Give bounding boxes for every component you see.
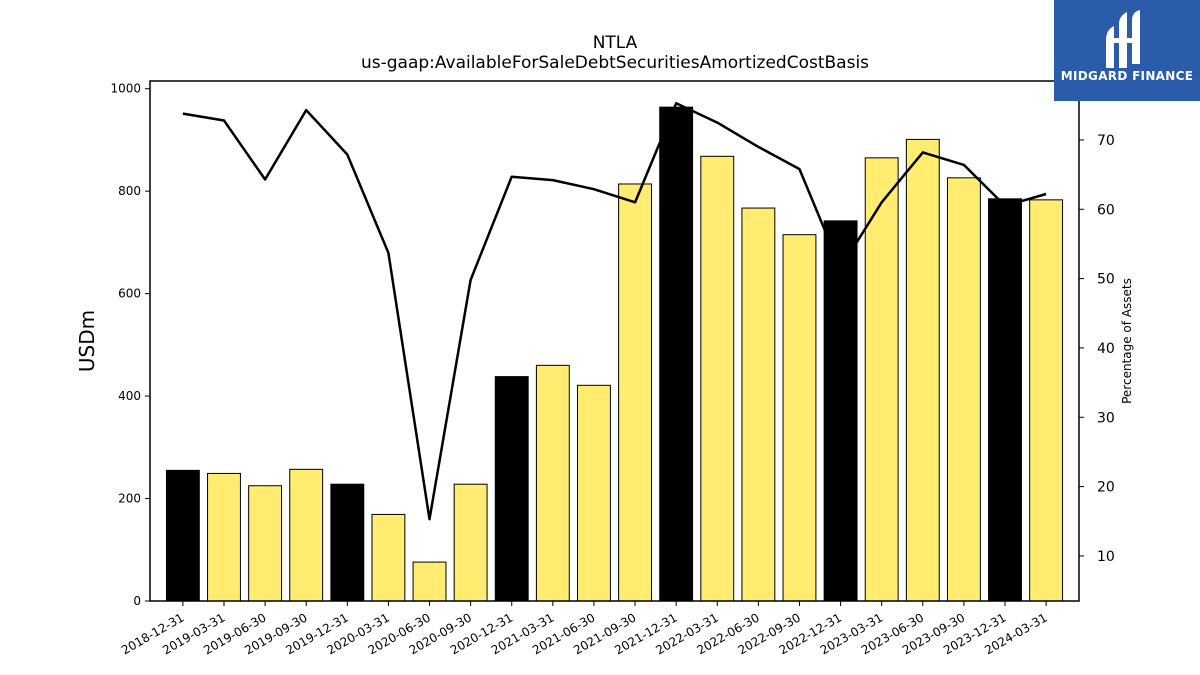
line-layer <box>182 101 1047 521</box>
chart-title: NTLA <box>593 33 638 53</box>
y-right-tick-label: 40 <box>1097 341 1115 357</box>
y-right-tick-label: 60 <box>1097 202 1115 218</box>
bar-2019-06-30 <box>248 485 283 602</box>
bars-group <box>165 106 1064 602</box>
percentage-line <box>182 101 1047 521</box>
y-right-tick-label: 20 <box>1097 480 1115 496</box>
y-left-tick-label: 1000 <box>110 82 141 96</box>
bar-2020-06-30 <box>412 561 447 602</box>
brand-name: MIDGARD FINANCE <box>1060 69 1194 83</box>
bar-2019-12-31 <box>330 483 365 602</box>
y-axis-left-ticks: 0 200 400 600 800 1000 <box>110 82 150 608</box>
plot-frame <box>149 80 1080 602</box>
y-axis-right-ticks: 10 20 30 40 50 60 70 <box>1079 133 1115 565</box>
y-left-tick-label: 200 <box>118 492 141 506</box>
bar-2020-03-31 <box>371 513 406 602</box>
y-left-tick-label: 600 <box>118 287 141 301</box>
y-right-tick-label: 30 <box>1097 410 1115 426</box>
bar-2022-06-30 <box>741 207 776 602</box>
bar-2021-12-31 <box>659 106 694 602</box>
bar-2023-12-31 <box>988 198 1022 602</box>
bar-2021-03-31 <box>535 364 570 602</box>
y-axis-right-label: Percentage of Assets <box>1120 278 1134 404</box>
brand-mark-icon <box>1106 10 1140 68</box>
bar-2020-12-31 <box>494 376 529 602</box>
y-axis-left-label: USDm <box>75 310 99 372</box>
bar-2022-12-31 <box>823 220 858 602</box>
bar-2021-09-30 <box>618 183 652 602</box>
bar-2022-03-31 <box>700 155 735 602</box>
y-left-tick-label: 800 <box>118 184 141 198</box>
x-axis-ticks: 2018-12-312019-03-312019-06-302019-09-30… <box>119 601 1050 657</box>
y-left-tick-label: 400 <box>118 389 141 403</box>
bar-2019-03-31 <box>207 472 241 602</box>
bar-2018-12-31 <box>165 469 200 602</box>
bar-2019-09-30 <box>289 468 324 602</box>
bar-2023-06-30 <box>905 138 940 602</box>
bar-2023-03-31 <box>864 157 899 602</box>
bar-2024-03-31 <box>1029 199 1064 602</box>
brand-logo: MIDGARD FINANCE <box>1054 0 1200 101</box>
bar-2022-09-30 <box>782 234 817 602</box>
y-right-tick-label: 70 <box>1097 133 1115 149</box>
y-right-tick-label: 10 <box>1097 549 1115 565</box>
bar-2020-09-30 <box>453 483 488 602</box>
bar-2023-09-30 <box>946 177 981 602</box>
bar-2021-06-30 <box>577 384 611 602</box>
chart-subtitle: us-gaap:AvailableForSaleDebtSecuritiesAm… <box>361 53 869 73</box>
y-left-tick-label: 0 <box>133 594 141 608</box>
y-right-tick-label: 50 <box>1097 272 1115 288</box>
